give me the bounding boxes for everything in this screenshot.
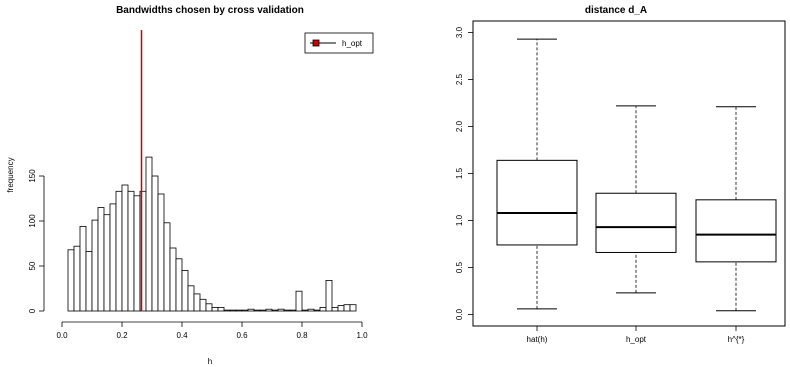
- histogram-bar: [169, 247, 177, 312]
- histogram-bar: [337, 305, 345, 312]
- histogram-bar: [163, 222, 171, 312]
- y-tick-label: 150: [28, 169, 37, 183]
- boxplot-y-axis: 0.0 0.5 1.0 1.5 2.0 2.5 3.0: [455, 26, 473, 320]
- x-tick-label: h_opt: [626, 335, 647, 344]
- histogram-bar: [289, 309, 297, 312]
- histogram-x-axis: 0.0 0.2 0.4 0.6 0.8 1.0: [56, 321, 368, 340]
- x-tick-label: 0.0: [56, 331, 68, 340]
- histogram-bar: [91, 219, 99, 312]
- histogram-bar: [109, 203, 117, 312]
- histogram-y-axis-title: frequency: [6, 157, 15, 192]
- histogram-legend: h_opt: [304, 32, 374, 54]
- histogram-bar: [97, 207, 105, 312]
- histogram-bar: [187, 285, 195, 312]
- box: [595, 192, 677, 253]
- histogram-panel: Bandwidths chosen by cross validation 0.…: [6, 5, 374, 366]
- histogram-bar: [265, 308, 273, 312]
- y-tick-label: 2.5: [455, 73, 464, 85]
- histogram-bar: [67, 249, 75, 312]
- y-tick-label: 0.0: [455, 308, 464, 320]
- y-tick-label: 2.0: [455, 120, 464, 132]
- boxplot-x-axis: hat(h) h_opt h^{*}: [527, 326, 745, 344]
- histogram-bar: [247, 308, 255, 312]
- x-tick-label: hat(h): [527, 335, 548, 344]
- histogram-y-axis: 0 50 100 150: [28, 169, 45, 313]
- histogram-bar: [175, 258, 183, 312]
- y-tick-label: 1.0: [455, 214, 464, 226]
- histogram-bar: [193, 293, 201, 312]
- histogram-bar: [349, 304, 357, 312]
- histogram-bar: [127, 190, 135, 312]
- histogram-bar: [235, 309, 243, 312]
- histogram-bar: [325, 279, 333, 312]
- histogram-bar: [103, 214, 111, 312]
- boxplot: [496, 38, 578, 310]
- histogram-bar: [151, 175, 159, 312]
- histogram-bar: [307, 308, 315, 312]
- y-tick-label: 0.5: [455, 261, 464, 273]
- histogram-bar: [295, 290, 303, 312]
- boxplots: [496, 38, 777, 312]
- boxplot: [695, 106, 777, 312]
- box: [695, 199, 777, 263]
- y-tick-label: 1.5: [455, 167, 464, 179]
- histogram-bar: [85, 251, 93, 312]
- x-tick-label: 0.6: [236, 331, 248, 340]
- histogram-bars: [67, 156, 357, 312]
- boxplot-panel: distance d_A hat(h) h_opt h^{*} 0.0 0.5 1.0 1…: [455, 5, 786, 344]
- histogram-bar: [301, 309, 309, 312]
- histogram-bar: [259, 309, 267, 312]
- x-tick-label: 0.8: [296, 331, 308, 340]
- histogram-bar: [133, 195, 141, 312]
- histogram-bar: [73, 245, 81, 312]
- histogram-bar: [121, 184, 129, 312]
- histogram-bar: [277, 308, 285, 312]
- legend-swatch: [312, 39, 320, 47]
- histogram-bar: [79, 225, 87, 312]
- x-tick-label: 0.4: [176, 331, 188, 340]
- x-tick-label: h^{*}: [728, 335, 745, 344]
- histogram-bar: [253, 309, 261, 312]
- histogram-bar: [223, 309, 231, 312]
- histogram-bar: [241, 309, 249, 312]
- boxplot: [595, 105, 677, 294]
- histogram-bar: [331, 306, 339, 312]
- histogram-x-axis-title: h: [208, 357, 212, 366]
- y-tick-label: 50: [28, 261, 37, 270]
- legend-box: [304, 32, 374, 54]
- histogram-bar: [211, 306, 219, 312]
- histogram-bar: [181, 270, 189, 312]
- histogram-title: Bandwidths chosen by cross validation: [116, 5, 304, 16]
- histogram-bar: [145, 156, 153, 312]
- histogram-bar: [199, 298, 207, 312]
- histogram-bar: [313, 309, 321, 312]
- y-tick-label: 100: [28, 214, 37, 228]
- histogram-bar: [283, 309, 291, 312]
- box: [496, 159, 578, 246]
- x-tick-label: 0.2: [116, 331, 128, 340]
- legend-label: h_opt: [342, 39, 363, 48]
- histogram-bar: [157, 193, 165, 312]
- histogram-bar: [115, 190, 123, 312]
- boxplot-title: distance d_A: [585, 5, 647, 16]
- y-tick-label: 0: [28, 308, 37, 313]
- y-tick-label: 3.0: [455, 26, 464, 38]
- histogram-bar: [217, 306, 225, 312]
- histogram-bar: [205, 303, 213, 312]
- x-tick-label: 1.0: [356, 331, 368, 340]
- histogram-bar: [319, 306, 327, 312]
- histogram-bar: [229, 309, 237, 312]
- histogram-bar: [343, 304, 351, 312]
- histogram-bar: [271, 309, 279, 312]
